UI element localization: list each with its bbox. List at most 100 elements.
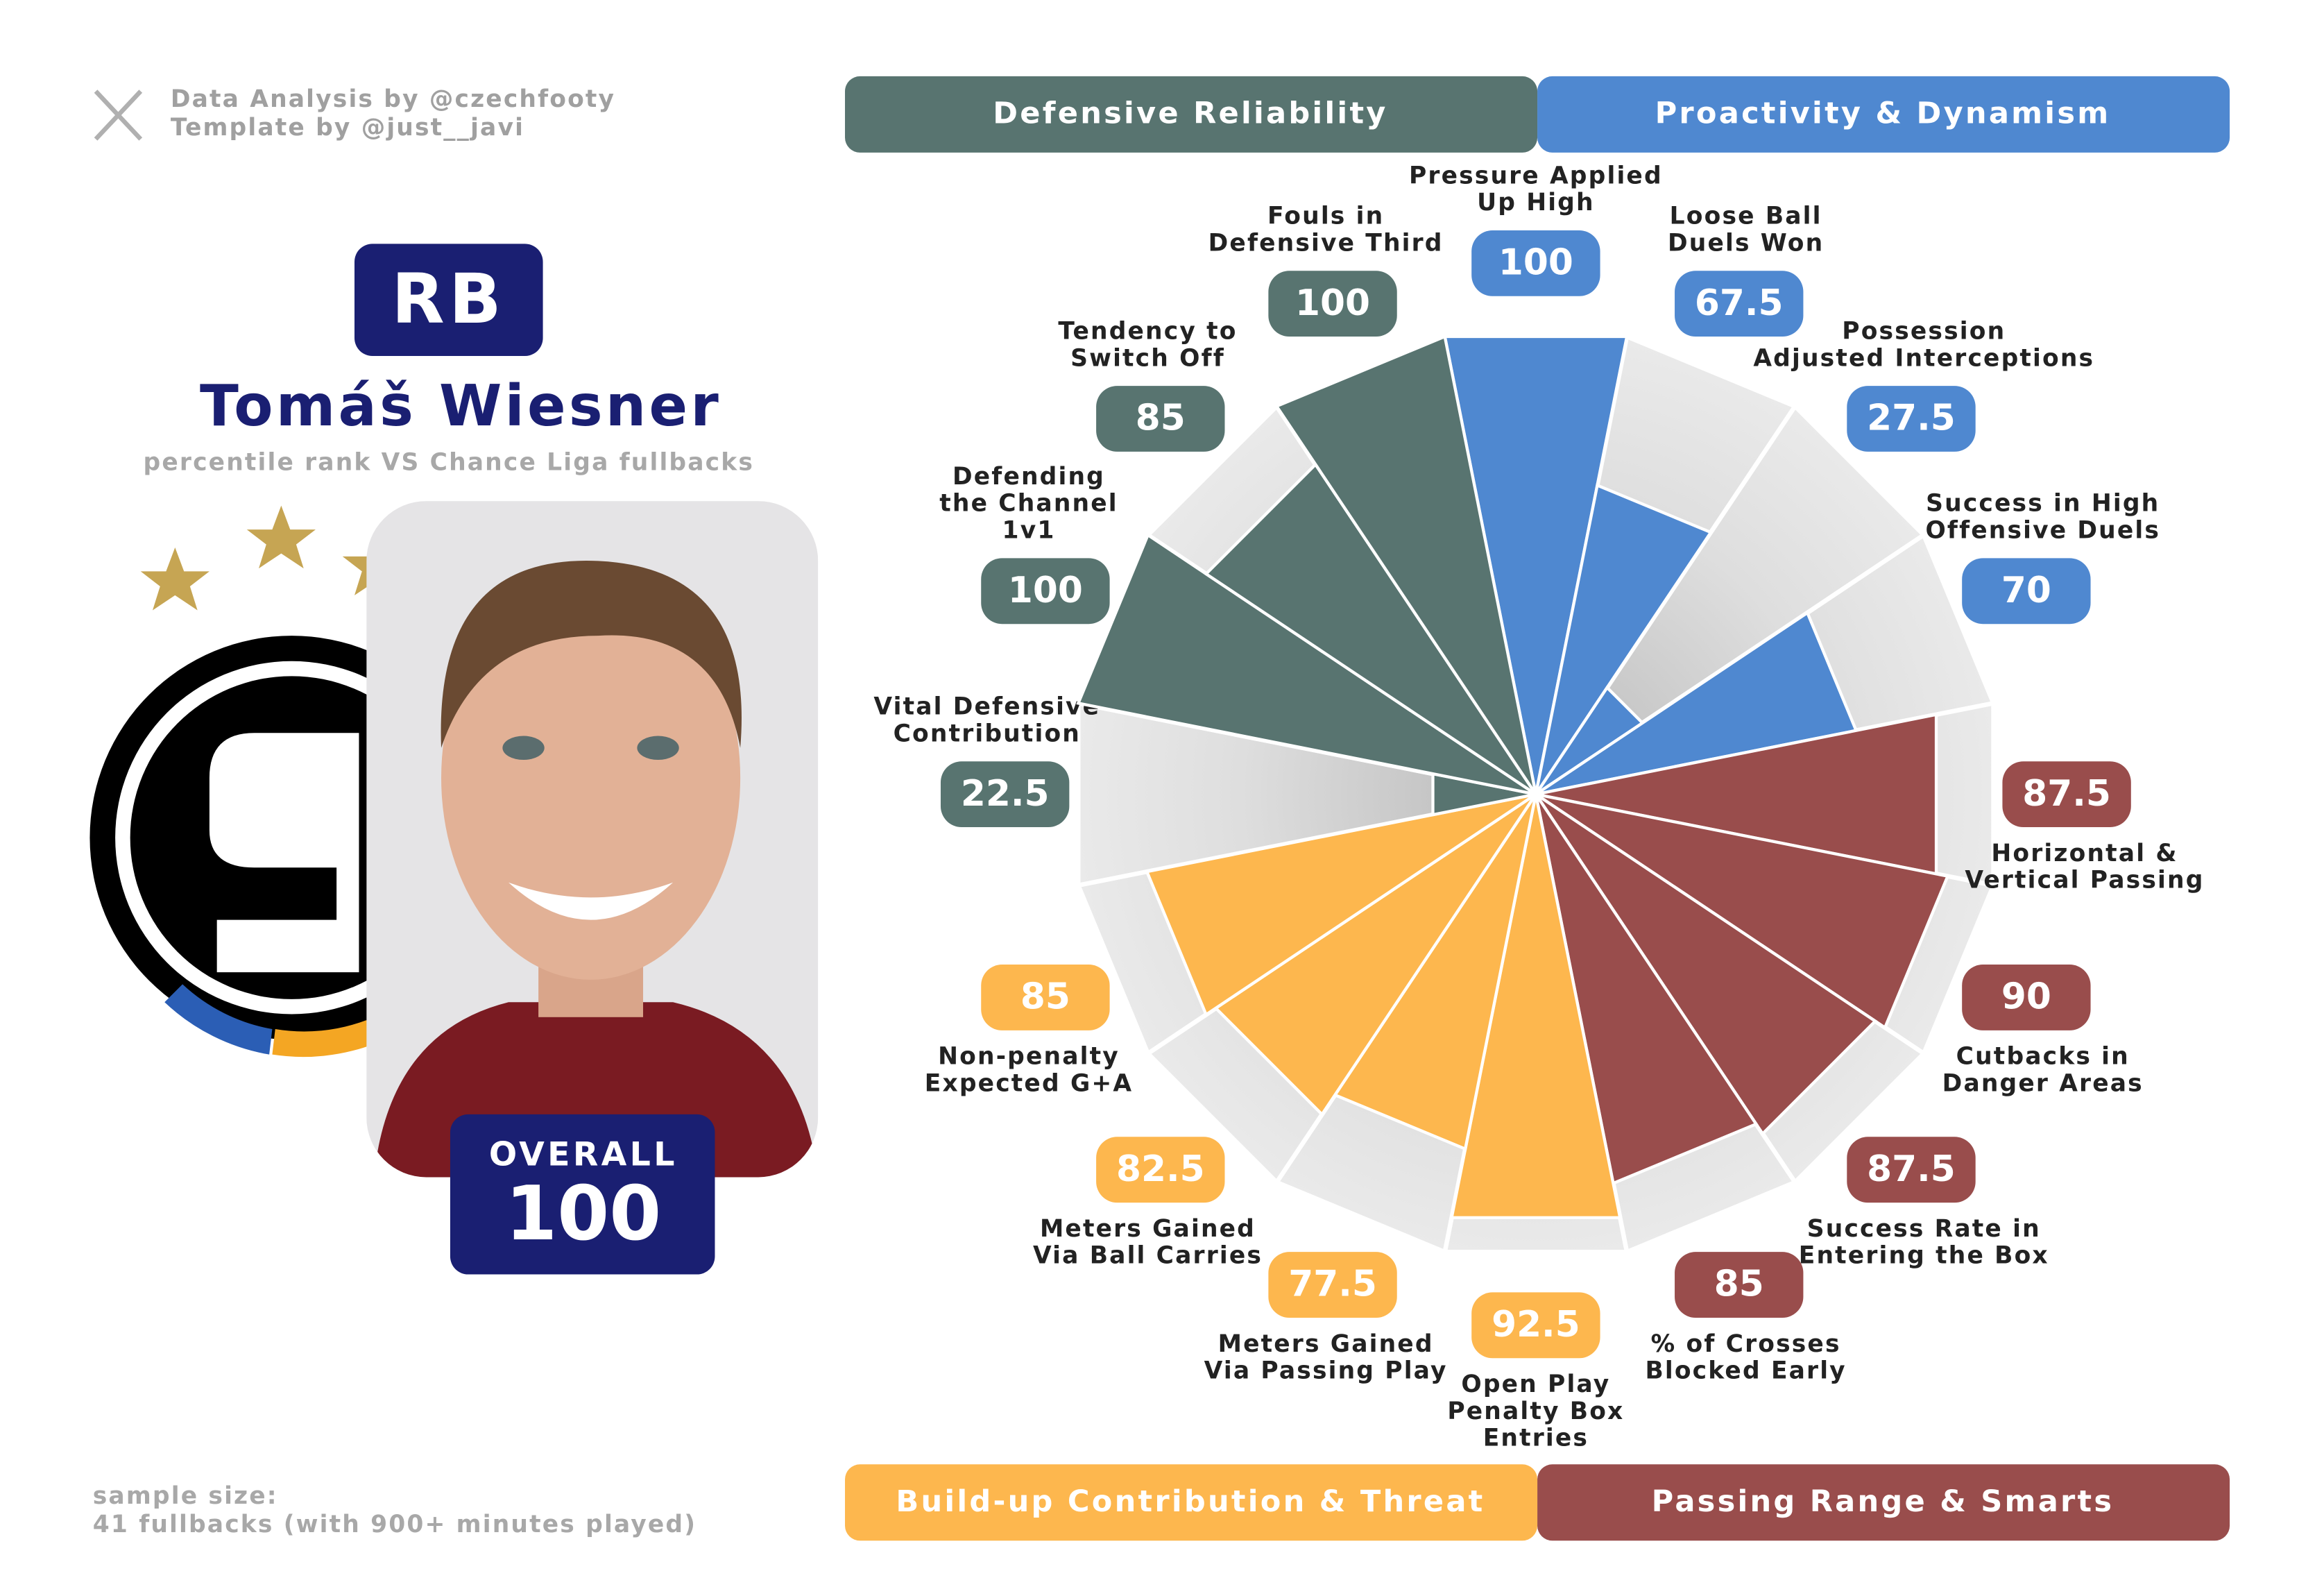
overall-box [450, 1114, 715, 1275]
category-label: Success Rate in Entering the Box [1799, 1214, 2049, 1269]
category-line: Up High [1477, 189, 1595, 217]
category-label: Meters Gained Via Passing Play [1204, 1330, 1448, 1384]
wedge [1534, 483, 1714, 795]
category-line: Via Passing Play [1204, 1357, 1448, 1384]
legend-box [845, 1464, 1538, 1541]
value-label: 77.5 [1288, 1264, 1377, 1305]
category-line: Horizontal & [1991, 839, 2178, 867]
category-label: Fouls in Defensive Third [1208, 202, 1444, 257]
value-badge [1471, 230, 1600, 296]
category-line: Danger Areas [1942, 1069, 2144, 1097]
category-line: Cutbacks in [1956, 1042, 2130, 1070]
category-line: % of Crosses [1651, 1330, 1841, 1357]
category-line: Via Ball Carries [1033, 1241, 1263, 1269]
value-label: 67.5 [1695, 282, 1784, 324]
category-line: 1v1 [1002, 516, 1056, 544]
value-badge [981, 965, 1110, 1030]
category-line: Switch Off [1070, 344, 1225, 372]
category-line: Tendency to [1058, 317, 1237, 345]
credit: Data Analysis by @czechfooty [171, 85, 615, 113]
overall-value: 100 [505, 1171, 661, 1257]
value-badge [1675, 271, 1804, 337]
category-line: Success Rate in [1807, 1214, 2041, 1242]
category-label: Defending the Channel 1v1 [939, 462, 1118, 544]
category-label: Pressure Applied Up High [1409, 162, 1663, 217]
category-line: Vital Defensive [873, 693, 1100, 720]
value-label: 70 [2001, 570, 2051, 611]
value-label: 100 [1008, 570, 1083, 611]
value-label: 85 [1136, 398, 1186, 439]
value-badge [2002, 761, 2131, 828]
value-label: 92.5 [1492, 1304, 1580, 1345]
wedge [1145, 792, 1537, 1017]
category-line: Defensive Third [1208, 229, 1444, 257]
category-label: Meters Gained Via Ball Carries [1033, 1214, 1263, 1269]
value-label: 27.5 [1867, 398, 1956, 439]
category-line: Possession [1842, 317, 2006, 345]
value-label: 90 [2001, 976, 2051, 1018]
value-badge [1471, 1292, 1600, 1359]
value-badge [981, 558, 1110, 625]
category-label: Loose Ball Duels Won [1668, 202, 1824, 257]
category-line: Fouls in [1267, 202, 1384, 230]
value-badge [1268, 271, 1397, 337]
category-line: Entries [1483, 1424, 1589, 1452]
value-label: 85 [1020, 976, 1070, 1018]
category-line: Loose Ball [1670, 202, 1822, 230]
value-badge [1268, 1252, 1397, 1318]
category-line: Open Play [1461, 1370, 1610, 1398]
category-line: Pressure Applied [1409, 162, 1663, 189]
legend-label: Proactivity & Dynamism [1655, 96, 2111, 130]
category-label: Success in High Offensive Duels [1925, 489, 2160, 544]
category-label: Tendency to Switch Off [1058, 317, 1237, 372]
legend-label: Passing Range & Smarts [1652, 1484, 2114, 1519]
category-label: % of Crosses Blocked Early [1645, 1330, 1846, 1384]
category-line: Offensive Duels [1925, 516, 2160, 544]
legend-box [1537, 76, 2230, 153]
overall-label: OVERALL [489, 1135, 678, 1173]
value-badge [1096, 386, 1225, 452]
category-line: Meters Gained [1040, 1214, 1256, 1242]
value-label: 87.5 [2022, 773, 2111, 815]
category-line: Defending [952, 462, 1105, 490]
player-photo [366, 501, 819, 1178]
category-line: Non-penalty [938, 1042, 1120, 1070]
player-name: Tomáš Wiesner [200, 373, 721, 439]
legend-label: Defensive Reliability [993, 96, 1387, 130]
legend-box [1537, 1464, 2230, 1541]
category-line: the Channel [939, 489, 1118, 517]
x-logo [94, 90, 143, 141]
value-label: 22.5 [961, 773, 1050, 815]
category-label: Open Play Penalty Box Entries [1447, 1370, 1624, 1452]
legend-box [845, 76, 1538, 153]
category-label: Vital Defensive Contribution [873, 693, 1100, 747]
value-badge [1096, 1137, 1225, 1203]
category-line: Vertical Passing [1965, 866, 2204, 894]
subtitle: percentile rank VS Chance Liga fullbacks [144, 449, 754, 477]
category-line: Entering the Box [1799, 1241, 2049, 1269]
value-label: 87.5 [1867, 1148, 1956, 1190]
value-label: 85 [1714, 1264, 1764, 1305]
category-line: Adjusted Interceptions [1753, 344, 2094, 372]
value-label: 100 [1295, 282, 1370, 324]
category-line: Duels Won [1668, 229, 1824, 257]
value-badge [1962, 965, 2091, 1030]
category-line: Success in High [1926, 489, 2160, 517]
value-badge [1847, 1137, 1976, 1203]
category-line: Penalty Box [1447, 1397, 1624, 1425]
credit: Template by @just__javi [171, 114, 524, 142]
position: RB [391, 260, 506, 339]
footnote: 41 fullbacks (with 900+ minutes played) [93, 1511, 697, 1538]
value-badge [1962, 558, 2091, 625]
category-line: Contribution [894, 720, 1081, 747]
value-badge [940, 761, 1070, 828]
category-line: Blocked Early [1645, 1357, 1846, 1384]
category-label: Non-penalty Expected G+A [925, 1042, 1134, 1097]
value-badge [1675, 1252, 1804, 1318]
value-badge [1847, 386, 1976, 452]
category-label: Possession Adjusted Interceptions [1753, 317, 2094, 372]
legend-label: Build-up Contribution & Threat [896, 1484, 1485, 1519]
wedge [1274, 334, 1538, 795]
